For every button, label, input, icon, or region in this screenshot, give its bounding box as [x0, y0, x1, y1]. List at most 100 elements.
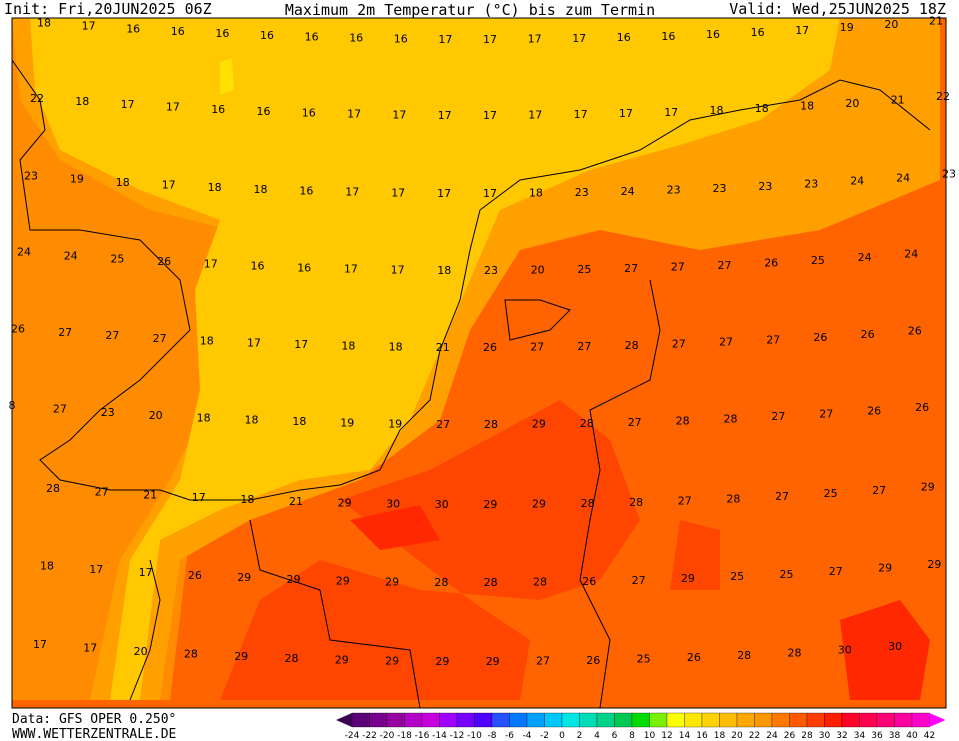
colorbar-label: -16 [415, 731, 430, 741]
temperature-label: 29 [385, 654, 399, 667]
temperature-label: 27 [819, 407, 833, 420]
temperature-label: 17 [619, 107, 633, 120]
colorbar-label: 34 [854, 731, 866, 741]
temperature-label: 27 [672, 338, 686, 351]
temperature-label: 18 [755, 102, 769, 115]
temperature-label: 17 [83, 642, 97, 655]
temperature-label: 26 [483, 341, 497, 354]
temperature-label: 18 [245, 413, 259, 426]
temperature-label: 18 [197, 411, 211, 424]
temperature-label: 29 [338, 496, 352, 509]
temperature-label: 17 [483, 109, 497, 122]
colorbar-box [614, 712, 633, 728]
temperature-label: 18 [710, 104, 724, 117]
temperature-label: 18 [240, 493, 254, 506]
temperature-label: 17 [795, 24, 809, 37]
temperature-label: 16 [257, 105, 271, 118]
colorbar-label: 32 [836, 731, 847, 741]
temperature-label: 30 [888, 640, 902, 653]
temperature-label: 16 [706, 28, 720, 41]
temperature-label: 18 [75, 95, 89, 108]
colorbar-box [649, 712, 668, 728]
temperature-label: 17 [82, 20, 96, 33]
temperature-label: 21 [289, 495, 303, 508]
temperature-label: 16 [215, 27, 229, 40]
colorbar-label: -18 [397, 731, 412, 741]
temperature-label: 17 [528, 109, 542, 122]
temperature-label: 17 [483, 33, 497, 46]
colorbar-label: -20 [380, 731, 395, 741]
temperature-label: 23 [24, 169, 38, 182]
temperature-label: 16 [251, 260, 265, 273]
colorbar-box [859, 712, 878, 728]
temperature-label: 23 [101, 406, 115, 419]
temperature-label: 20 [884, 18, 898, 31]
temperature-label: 21 [143, 488, 157, 501]
temperature-label: 23 [575, 186, 589, 199]
border [249, 519, 421, 709]
temperature-label: 18 [40, 560, 54, 573]
colorbar-box [579, 712, 598, 728]
colorbar-box [824, 712, 843, 728]
temperature-label: 29 [532, 498, 546, 511]
colorbar-box [596, 712, 615, 728]
temperature-label: 16 [661, 30, 675, 43]
colorbar-box [404, 712, 423, 728]
temperature-label: 16 [751, 26, 765, 39]
colorbar-box [439, 712, 458, 728]
colorbar-arrow [336, 713, 352, 727]
colorbar-label: 14 [679, 731, 691, 741]
temperature-label: 29 [237, 571, 251, 584]
temperature-label: 16 [297, 261, 311, 274]
temperature-label: 26 [908, 324, 922, 337]
temperature-label: 29 [336, 574, 350, 587]
temperature-label: 23 [942, 168, 956, 181]
temperature-label: 28 [625, 339, 639, 352]
colorbar-label: 28 [801, 731, 813, 741]
temperature-label: 27 [671, 261, 685, 274]
temperature-label: 17 [438, 109, 452, 122]
field-hot [220, 400, 640, 700]
temperature-label: 26 [11, 322, 25, 335]
temperature-label: 17 [438, 33, 452, 46]
temperature-label: 27 [718, 259, 732, 272]
temperature-label: 27 [105, 329, 119, 342]
lake [504, 299, 571, 341]
temperature-label: 16 [394, 32, 408, 45]
temperature-label: 29 [287, 573, 301, 586]
colorbar-box [789, 712, 808, 728]
temperature-label: 16 [260, 29, 274, 42]
colorbar-label: 30 [819, 731, 831, 741]
colorbar-label: -22 [362, 731, 377, 741]
colorbar-box [771, 712, 790, 728]
temperature-label: 18 [254, 183, 268, 196]
temperature-label: 17 [166, 101, 180, 114]
colorbar-box [736, 712, 755, 728]
temperature-label: 23 [484, 264, 498, 277]
temperature-label: 17 [528, 33, 542, 46]
colorbar-box [701, 712, 720, 728]
temperature-label: 27 [95, 485, 109, 498]
colorbar-label: 12 [661, 731, 672, 741]
temperature-label: 27 [766, 333, 780, 346]
colorbar-box [421, 712, 440, 728]
temperature-label: 18 [800, 100, 814, 113]
temperature-label: 28 [484, 418, 498, 431]
temperature-label: 21 [891, 94, 905, 107]
temperature-label: 27 [628, 416, 642, 429]
temperature-label: 26 [687, 651, 701, 664]
temperature-label: 25 [637, 653, 651, 666]
temperature-label: 17 [247, 337, 261, 350]
temperature-label: 17 [139, 566, 153, 579]
temperature-label: 29 [927, 558, 941, 571]
temperature-label: 25 [811, 254, 825, 267]
temperature-label: 29 [234, 650, 248, 663]
colorbar-label: -4 [523, 731, 532, 741]
temperature-label: 17 [392, 108, 406, 121]
temperature-label: 28 [434, 576, 448, 589]
colorbar-label: 0 [559, 731, 565, 741]
temperature-label: 17 [192, 491, 206, 504]
temperature-label: 29 [335, 653, 349, 666]
temperature-label: 28 [484, 576, 498, 589]
colorbar-label: -14 [432, 731, 447, 741]
